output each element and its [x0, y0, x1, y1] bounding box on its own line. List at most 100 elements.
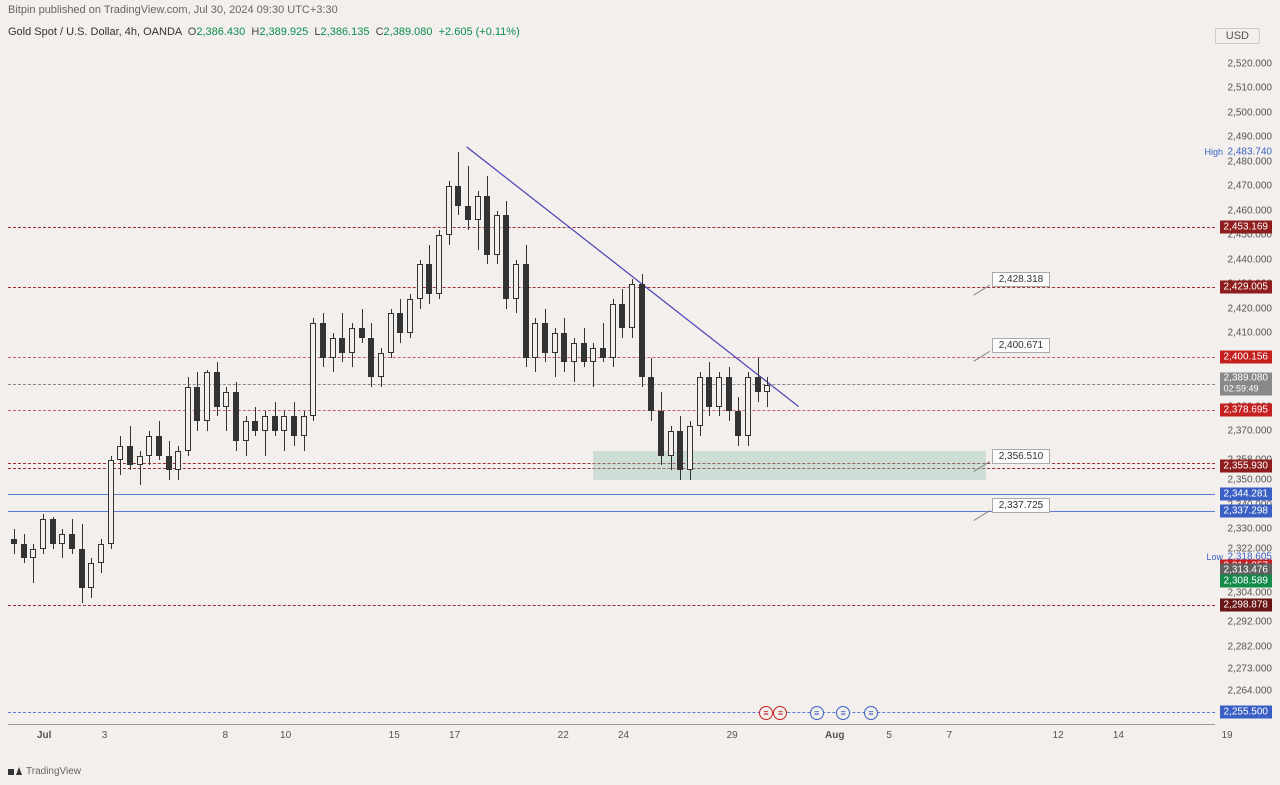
- candle-body[interactable]: [156, 436, 162, 456]
- candle-body[interactable]: [716, 377, 722, 406]
- candle-body[interactable]: [571, 343, 577, 363]
- candle-body[interactable]: [40, 519, 46, 548]
- candle-body[interactable]: [446, 186, 452, 235]
- candle-body[interactable]: [359, 328, 365, 338]
- candle-body[interactable]: [735, 411, 741, 435]
- candle-body[interactable]: [301, 416, 307, 436]
- event-icon[interactable]: ≡: [759, 706, 773, 720]
- candle-body[interactable]: [291, 416, 297, 436]
- x-axis[interactable]: Jul38101517222429Aug57121419: [8, 727, 1215, 745]
- candle-body[interactable]: [619, 304, 625, 328]
- candle-body[interactable]: [629, 284, 635, 328]
- candle-body[interactable]: [513, 264, 519, 298]
- chart-canvas[interactable]: 2,428.3182,400.6712,356.5102,337.725≡≡≡≡…: [8, 44, 1215, 725]
- candle-body[interactable]: [726, 377, 732, 411]
- candle-body[interactable]: [532, 323, 538, 357]
- candle-body[interactable]: [706, 377, 712, 406]
- event-icon[interactable]: ≡: [836, 706, 850, 720]
- candle-body[interactable]: [677, 431, 683, 470]
- candle-body[interactable]: [146, 436, 152, 456]
- candle-body[interactable]: [320, 323, 326, 357]
- candle-body[interactable]: [687, 426, 693, 470]
- candle-body[interactable]: [503, 215, 509, 298]
- candle-body[interactable]: [166, 456, 172, 471]
- candle-body[interactable]: [117, 446, 123, 461]
- candle-body[interactable]: [417, 264, 423, 298]
- candle-body[interactable]: [378, 353, 384, 377]
- candle-body[interactable]: [214, 372, 220, 406]
- candle-body[interactable]: [600, 348, 606, 358]
- candle-body[interactable]: [745, 377, 751, 436]
- candle-body[interactable]: [204, 372, 210, 421]
- candle-body[interactable]: [465, 206, 471, 221]
- candle-body[interactable]: [59, 534, 65, 544]
- y-tick: 2,440.000: [1228, 254, 1273, 265]
- candle-body[interactable]: [542, 323, 548, 352]
- candle-body[interactable]: [281, 416, 287, 431]
- candle-body[interactable]: [494, 215, 500, 254]
- candle-body[interactable]: [388, 313, 394, 352]
- candle-body[interactable]: [349, 328, 355, 352]
- candle-body[interactable]: [79, 549, 85, 588]
- candle-body[interactable]: [137, 456, 143, 466]
- price-label[interactable]: 2,428.318: [992, 272, 1051, 287]
- candle-body[interactable]: [755, 377, 761, 392]
- horizontal-line[interactable]: [8, 712, 1215, 713]
- candle-body[interactable]: [330, 338, 336, 358]
- candle-body[interactable]: [426, 264, 432, 293]
- candle-body[interactable]: [127, 446, 133, 466]
- candle-body[interactable]: [764, 385, 770, 392]
- candle-body[interactable]: [668, 431, 674, 455]
- candle-body[interactable]: [658, 411, 664, 455]
- candle-body[interactable]: [561, 333, 567, 362]
- demand-zone[interactable]: [593, 451, 985, 480]
- candle-body[interactable]: [69, 534, 75, 549]
- candle-body[interactable]: [523, 264, 529, 357]
- candle-body[interactable]: [98, 544, 104, 564]
- candle-body[interactable]: [610, 304, 616, 358]
- event-icon[interactable]: ≡: [810, 706, 824, 720]
- horizontal-line[interactable]: [8, 494, 1215, 495]
- axis-unit-button[interactable]: USD: [1215, 28, 1260, 44]
- candle-body[interactable]: [108, 460, 114, 543]
- candle-body[interactable]: [552, 333, 558, 353]
- y-axis[interactable]: 2,520.0002,510.0002,500.0002,490.0002,48…: [1217, 44, 1272, 725]
- candle-body[interactable]: [50, 519, 56, 543]
- candle-body[interactable]: [436, 235, 442, 294]
- candle-body[interactable]: [310, 323, 316, 416]
- tradingview-logo[interactable]: TradingView: [8, 766, 81, 777]
- event-icon[interactable]: ≡: [864, 706, 878, 720]
- candle-body[interactable]: [368, 338, 374, 377]
- candle-body[interactable]: [185, 387, 191, 451]
- candle-body[interactable]: [407, 299, 413, 333]
- candle-body[interactable]: [648, 377, 654, 411]
- price-label[interactable]: 2,400.671: [992, 338, 1051, 353]
- candle-body[interactable]: [581, 343, 587, 363]
- candle-body[interactable]: [243, 421, 249, 441]
- candle-body[interactable]: [175, 451, 181, 471]
- price-label[interactable]: 2,337.725: [992, 498, 1051, 513]
- candle-body[interactable]: [233, 392, 239, 441]
- candle-body[interactable]: [339, 338, 345, 353]
- candle-body[interactable]: [223, 392, 229, 407]
- candle-body[interactable]: [194, 387, 200, 421]
- candle-body[interactable]: [475, 196, 481, 220]
- candle-body[interactable]: [272, 416, 278, 431]
- candle-body[interactable]: [88, 563, 94, 587]
- price-label[interactable]: 2,356.510: [992, 449, 1051, 464]
- horizontal-line[interactable]: [8, 605, 1215, 606]
- candle-body[interactable]: [455, 186, 461, 206]
- candle-body[interactable]: [262, 416, 268, 431]
- horizontal-line[interactable]: [8, 384, 1215, 385]
- horizontal-line[interactable]: [8, 227, 1215, 228]
- candle-body[interactable]: [11, 539, 17, 544]
- candle-body[interactable]: [639, 284, 645, 377]
- candle-body[interactable]: [590, 348, 596, 363]
- candle-body[interactable]: [30, 549, 36, 559]
- event-icon[interactable]: ≡: [773, 706, 787, 720]
- candle-body[interactable]: [252, 421, 258, 431]
- candle-body[interactable]: [697, 377, 703, 426]
- candle-body[interactable]: [484, 196, 490, 255]
- candle-body[interactable]: [397, 313, 403, 333]
- candle-body[interactable]: [21, 544, 27, 559]
